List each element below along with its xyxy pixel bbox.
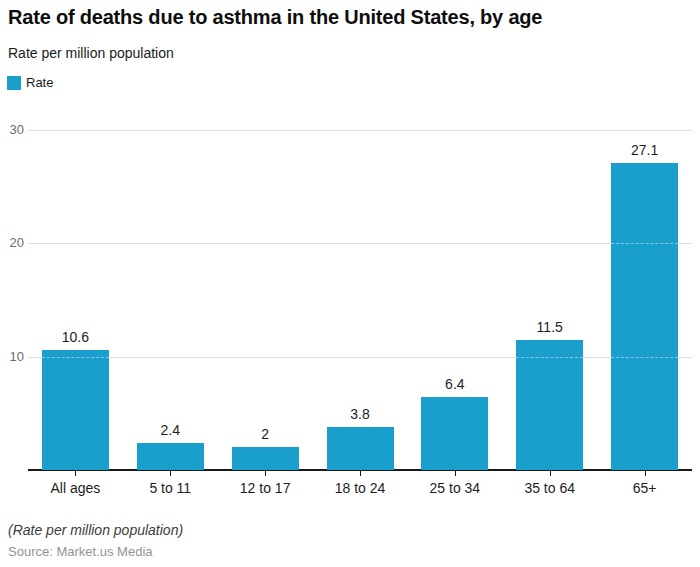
bar <box>611 163 678 470</box>
bar-value-label: 10.6 <box>35 329 115 345</box>
bar <box>137 443 204 470</box>
bar <box>42 350 109 470</box>
x-axis-tick <box>170 471 171 476</box>
bar-value-label: 6.4 <box>415 376 495 392</box>
y-axis-tick-label: 10 <box>0 349 24 364</box>
bar-value-label: 27.1 <box>605 142 685 158</box>
chart-card: Rate of deaths due to asthma in the Unit… <box>0 0 700 567</box>
x-axis-category-label: 12 to 17 <box>218 480 313 496</box>
gridline-overlay <box>611 243 678 244</box>
bar <box>327 427 394 470</box>
bar-chart-plot: 10 20 30 10.6 All ages 2.4 5 to 11 2 12 to 17 3.8… <box>0 0 700 567</box>
gridline <box>28 357 692 358</box>
x-axis-category-label: 65+ <box>597 480 692 496</box>
bar <box>232 447 299 470</box>
x-axis-category-label: 35 to 64 <box>502 480 597 496</box>
gridline <box>28 243 692 244</box>
bar <box>421 397 488 470</box>
x-axis-tick <box>75 471 76 476</box>
x-axis-tick <box>455 471 456 476</box>
x-axis-tick <box>550 471 551 476</box>
x-axis-category-label: 5 to 11 <box>123 480 218 496</box>
bar-value-label: 3.8 <box>320 406 400 422</box>
x-axis-tick <box>645 471 646 476</box>
chart-footnote: (Rate per million population) <box>8 522 183 538</box>
bar <box>516 340 583 470</box>
chart-source: Source: Market.us Media <box>8 544 153 559</box>
bar-value-label: 2.4 <box>130 422 210 438</box>
gridline <box>28 130 692 131</box>
x-axis-tick <box>360 471 361 476</box>
x-axis-category-label: All ages <box>28 480 123 496</box>
bar-value-label: 2 <box>225 426 305 442</box>
x-axis-tick <box>265 471 266 476</box>
bar-value-label: 11.5 <box>510 319 590 335</box>
gridline-overlay <box>42 357 109 358</box>
gridline-overlay <box>516 357 583 358</box>
y-axis-tick-label: 20 <box>0 235 24 250</box>
y-axis-tick-label: 30 <box>0 122 24 137</box>
x-axis-category-label: 18 to 24 <box>313 480 408 496</box>
gridline-overlay <box>611 357 678 358</box>
x-axis-category-label: 25 to 34 <box>407 480 502 496</box>
